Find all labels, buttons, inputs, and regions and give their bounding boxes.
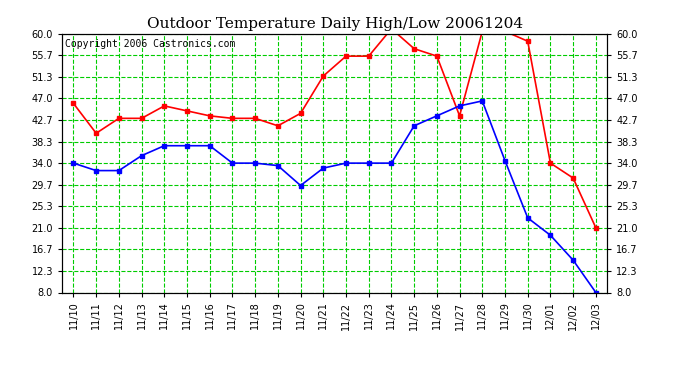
Title: Outdoor Temperature Daily High/Low 20061204: Outdoor Temperature Daily High/Low 20061… xyxy=(146,17,523,31)
Text: Copyright 2006 Castronics.com: Copyright 2006 Castronics.com xyxy=(65,39,235,49)
